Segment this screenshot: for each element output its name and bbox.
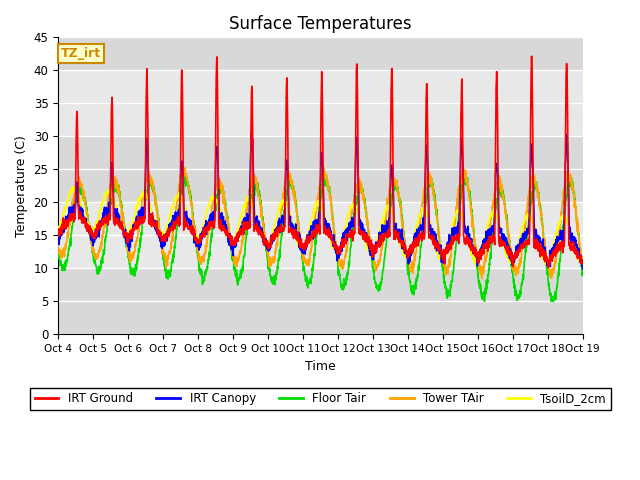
Floor Tair — [347, 245, 355, 251]
Bar — [58, 4, 582, 71]
Title: Surface Temperatures: Surface Temperatures — [229, 15, 412, 33]
TsoilD_2cm — [547, 247, 555, 253]
Floor Tair — [54, 246, 62, 252]
TsoilD_2cm — [335, 246, 343, 252]
TsoilD_2cm — [472, 262, 479, 268]
Tower TAir — [478, 276, 486, 282]
IRT Canopy — [473, 254, 481, 260]
Bar — [58, 136, 582, 203]
Y-axis label: Temperature (C): Temperature (C) — [15, 135, 28, 237]
Tower TAir — [201, 250, 209, 256]
IRT Ground — [472, 252, 480, 258]
IRT Ground — [544, 265, 552, 271]
IRT Ground — [335, 247, 343, 253]
TsoilD_2cm — [579, 256, 586, 262]
Line: TsoilD_2cm: TsoilD_2cm — [58, 187, 582, 265]
Tower TAir — [579, 263, 586, 268]
IRT Ground — [547, 254, 555, 260]
Line: Floor Tair: Floor Tair — [58, 175, 582, 301]
Legend: IRT Ground, IRT Canopy, Floor Tair, Tower TAir, TsoilD_2cm: IRT Ground, IRT Canopy, Floor Tair, Towe… — [30, 388, 611, 410]
Floor Tair — [335, 270, 343, 276]
IRT Canopy — [547, 253, 555, 259]
Line: IRT Canopy: IRT Canopy — [58, 133, 582, 269]
TsoilD_2cm — [533, 234, 541, 240]
Bar — [58, 268, 582, 334]
TsoilD_2cm — [201, 217, 209, 223]
IRT Ground — [528, 53, 536, 59]
TsoilD_2cm — [347, 205, 355, 211]
IRT Canopy — [579, 266, 586, 272]
Tower TAir — [473, 253, 481, 259]
TsoilD_2cm — [54, 226, 62, 231]
TsoilD_2cm — [473, 259, 481, 265]
Floor Tair — [473, 264, 481, 270]
Bar — [58, 203, 582, 268]
Tower TAir — [54, 241, 62, 247]
Floor Tair — [579, 273, 586, 278]
IRT Ground — [347, 232, 355, 238]
IRT Ground — [54, 231, 62, 237]
Floor Tair — [200, 278, 208, 284]
Floor Tair — [547, 298, 555, 304]
Floor Tair — [533, 184, 541, 190]
Tower TAir — [547, 275, 555, 281]
Line: IRT Ground: IRT Ground — [58, 56, 582, 268]
Bar — [58, 71, 582, 136]
X-axis label: Time: Time — [305, 360, 336, 372]
IRT Ground — [579, 259, 586, 265]
Floor Tair — [481, 299, 488, 304]
Text: TZ_irt: TZ_irt — [61, 47, 101, 60]
IRT Canopy — [532, 230, 540, 236]
IRT Canopy — [347, 219, 355, 225]
Tower TAir — [335, 258, 343, 264]
Tower TAir — [181, 165, 189, 170]
Tower TAir — [533, 185, 541, 191]
IRT Canopy — [200, 228, 208, 234]
Floor Tair — [462, 172, 470, 178]
IRT Canopy — [335, 251, 343, 257]
IRT Ground — [200, 230, 208, 236]
Line: Tower TAir: Tower TAir — [58, 168, 582, 279]
IRT Canopy — [54, 240, 62, 245]
TsoilD_2cm — [69, 184, 77, 190]
IRT Canopy — [248, 131, 255, 136]
Tower TAir — [347, 216, 355, 222]
IRT Ground — [532, 237, 540, 242]
